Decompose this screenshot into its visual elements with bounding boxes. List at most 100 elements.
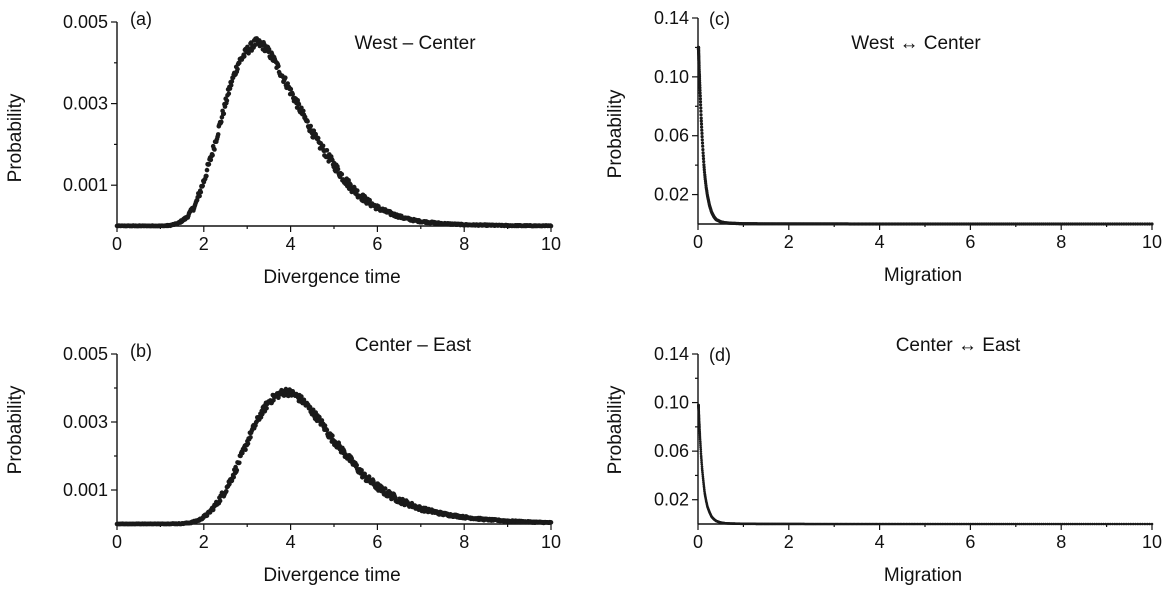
x-tick-label: 0 [112, 532, 122, 552]
data-point [976, 522, 979, 526]
data-point [700, 131, 704, 135]
x-tick-label: 4 [875, 532, 885, 552]
data-point [1042, 522, 1045, 526]
y-tick-label: 0.14 [654, 344, 689, 364]
data-point [237, 460, 242, 466]
data-point [1066, 222, 1071, 226]
data-point [700, 463, 704, 466]
data-point [956, 522, 960, 526]
data-point [699, 440, 702, 443]
panel-title: West ↔ Center [851, 33, 981, 54]
data-point [1148, 222, 1152, 226]
data-point [1101, 222, 1106, 226]
data-point [548, 520, 554, 525]
data-points [114, 36, 554, 229]
y-tick-label: 0.10 [654, 393, 689, 413]
data-point [1127, 522, 1130, 526]
x-tick-label: 10 [541, 532, 561, 552]
data-point [221, 111, 227, 116]
x-tick-label: 4 [286, 532, 296, 552]
data-point [359, 468, 364, 473]
data-point [197, 193, 202, 199]
data-point [382, 486, 388, 491]
data-point [235, 66, 240, 72]
data-point [229, 79, 235, 84]
data-point [317, 414, 322, 420]
data-point [1050, 522, 1053, 526]
data-point [699, 113, 703, 117]
data-point [700, 465, 704, 468]
data-point [243, 447, 248, 453]
data-point [701, 148, 705, 152]
data-point [339, 172, 345, 177]
data-point [1080, 522, 1083, 526]
y-axis-label: Probability [605, 385, 626, 474]
data-point [301, 108, 306, 114]
data-point [1060, 522, 1064, 526]
data-point [308, 123, 314, 129]
data-point [224, 98, 230, 103]
data-point [960, 522, 963, 526]
chart-panel-2: 0 2 4 6 8 10 0.02 0.06 0.10 0.14 Migration Probabil… [605, 8, 1162, 286]
data-point [701, 477, 705, 480]
data-point [985, 522, 988, 526]
x-tick-label: 4 [286, 234, 296, 254]
data-point [700, 138, 704, 142]
data-point [1095, 222, 1099, 226]
data-point [1113, 522, 1117, 526]
data-point [701, 471, 704, 474]
data-point [1148, 522, 1151, 526]
data-point [204, 173, 209, 179]
data-point [1143, 522, 1147, 526]
data-point [1036, 522, 1039, 526]
data-point [700, 456, 703, 460]
data-point [699, 443, 702, 447]
data-point [1146, 522, 1149, 526]
data-point [1012, 522, 1015, 526]
data-point [204, 167, 210, 173]
y-tick-label: 0.005 [63, 12, 108, 32]
data-point [1131, 522, 1135, 526]
data-point [219, 119, 224, 125]
data-point [1134, 522, 1137, 526]
data-point [992, 522, 996, 526]
data-point [1048, 522, 1051, 526]
data-point [1090, 222, 1094, 226]
chart-panel-1: 0 2 4 6 8 10 0.001 0.003 0.005 Divergence time Pro… [5, 335, 561, 586]
data-point [1133, 222, 1138, 226]
data-point [698, 88, 702, 92]
data-point [1086, 222, 1090, 226]
data-point [315, 135, 321, 141]
y-tick-label: 0.02 [654, 185, 689, 205]
data-point [1120, 222, 1124, 226]
data-point [1067, 522, 1070, 526]
y-axis-label: Probability [5, 93, 26, 182]
data-point [1038, 522, 1041, 526]
data-point [1069, 522, 1072, 526]
data-point [1091, 522, 1094, 526]
data-point [1086, 522, 1090, 526]
data-point [210, 153, 215, 158]
data-point [366, 474, 372, 479]
x-axis-label: Migration [884, 565, 962, 586]
data-point [222, 104, 228, 109]
y-tick-label: 0.003 [63, 412, 108, 432]
data-point [1104, 222, 1108, 226]
data-point [1014, 522, 1017, 526]
y-tick-label: 0.003 [63, 94, 108, 114]
data-point [698, 83, 702, 87]
chart-panel-0: 0 2 4 6 8 10 0.001 0.003 0.005 Divergence time Pro… [5, 9, 561, 288]
data-point [972, 522, 976, 526]
data-point [699, 103, 703, 107]
data-point [240, 450, 245, 456]
data-point [1052, 522, 1056, 526]
x-tick-label: 8 [459, 234, 469, 254]
data-point [701, 157, 706, 161]
data-point [699, 106, 703, 110]
x-tick-label: 6 [372, 532, 382, 552]
x-tick-label: 6 [965, 532, 975, 552]
data-point [1150, 522, 1154, 526]
x-axis-label: Divergence time [263, 565, 400, 586]
data-point [1099, 222, 1103, 226]
data-point [700, 460, 703, 464]
